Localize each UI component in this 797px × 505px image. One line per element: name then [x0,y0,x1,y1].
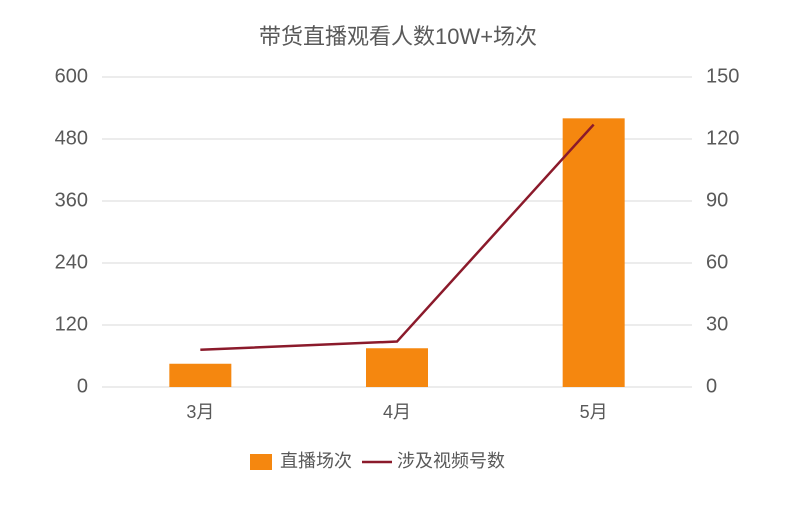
bar [169,363,232,387]
chart-title: 带货直播观看人数10W+场次 [259,24,537,49]
y-tick-label: 120 [55,313,88,335]
y2-tick-label: 120 [706,127,739,149]
x-tick-label: 4月 [383,402,411,422]
line [200,123,595,352]
y-tick-label: 240 [55,251,88,273]
y-tick-label: 480 [55,127,88,149]
y-tick-label: 360 [55,189,88,211]
legend-label: 涉及视频号数 [397,451,505,471]
legend-label: 直播场次 [280,451,352,471]
y2-tick-label: 60 [706,251,728,273]
y2-tick-label: 90 [706,189,728,211]
x-tick-label: 3月 [186,402,214,422]
x-tick-label: 5月 [580,402,608,422]
bar [562,118,625,387]
legend-swatch [250,454,272,470]
y2-tick-label: 150 [706,65,739,87]
y2-tick-label: 30 [706,313,728,335]
y2-tick-label: 0 [706,375,717,397]
y-tick-label: 600 [55,65,88,87]
y-tick-label: 0 [77,375,88,397]
bar [366,348,428,387]
